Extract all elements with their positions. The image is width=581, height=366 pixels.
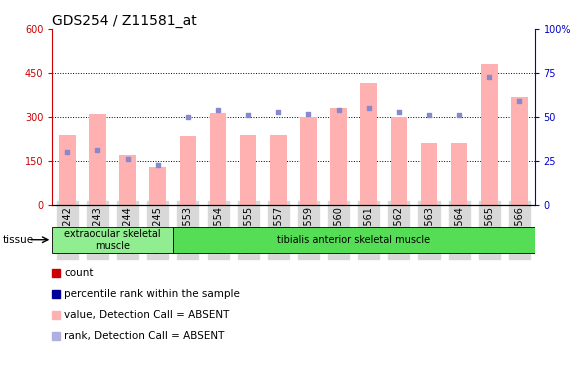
Bar (89, 114, 106, 205)
Point (153, 162, 163, 168)
Text: GDS254 / Z11581_at: GDS254 / Z11581_at (52, 14, 197, 28)
Bar (390, 117, 407, 205)
Bar (331, 108, 347, 205)
Text: tibialis anterior skeletal muscle: tibialis anterior skeletal muscle (277, 235, 431, 245)
Text: extraocular skeletal
muscle: extraocular skeletal muscle (64, 229, 161, 251)
Bar (240, 135, 256, 205)
Bar (59, 135, 76, 205)
Bar (481, 64, 497, 205)
Point (63, 149, 72, 155)
Bar (360, 83, 377, 205)
Bar (119, 155, 136, 205)
Point (485, 74, 494, 80)
Bar (270, 135, 286, 205)
Bar (210, 113, 227, 205)
Point (304, 111, 313, 116)
Point (454, 112, 464, 118)
Bar (300, 117, 317, 205)
Text: value, Detection Call = ABSENT: value, Detection Call = ABSENT (64, 310, 230, 320)
Bar (421, 143, 437, 205)
Bar (173, 227, 535, 253)
Text: tissue: tissue (3, 235, 34, 245)
Text: rank, Detection Call = ABSENT: rank, Detection Call = ABSENT (64, 331, 225, 341)
Point (213, 107, 223, 113)
Point (424, 112, 433, 118)
Point (93, 147, 102, 153)
Bar (52, 227, 173, 253)
Point (515, 98, 524, 104)
Point (364, 105, 374, 111)
Point (183, 114, 192, 120)
Point (334, 107, 343, 113)
Point (394, 109, 404, 115)
Point (123, 156, 132, 162)
Text: count: count (64, 268, 94, 278)
Point (274, 109, 283, 115)
Bar (180, 136, 196, 205)
Point (243, 112, 253, 118)
Bar (451, 143, 468, 205)
Text: percentile rank within the sample: percentile rank within the sample (64, 289, 241, 299)
Bar (149, 167, 166, 205)
Bar (511, 97, 528, 205)
